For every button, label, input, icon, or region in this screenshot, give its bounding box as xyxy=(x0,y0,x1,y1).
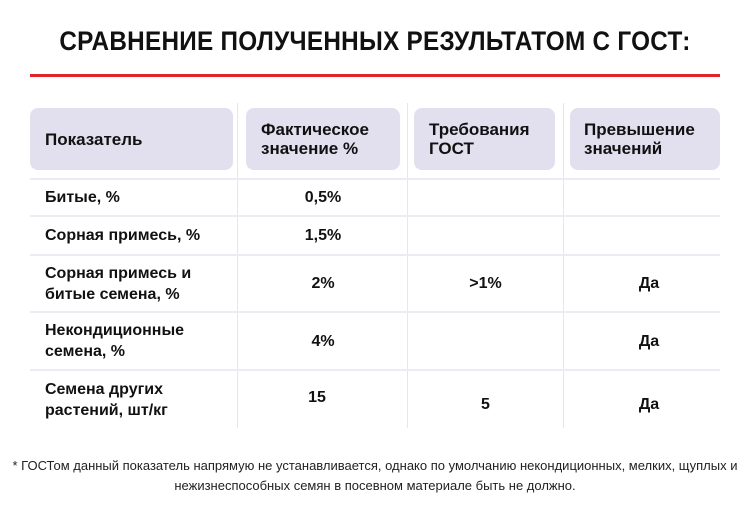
row-divider xyxy=(30,369,720,371)
title-divider xyxy=(30,74,720,77)
row-divider xyxy=(30,254,720,256)
row-gost: 5 xyxy=(481,395,490,413)
row-divider xyxy=(30,311,720,313)
row-actual: 0,5% xyxy=(304,189,342,206)
row-divider xyxy=(30,178,720,180)
page-title: СРАВНЕНИЕ ПОЛУЧЕННЫХ РЕЗУЛЬТАТОМ С ГОСТ: xyxy=(59,26,691,56)
header-actual: Фактическое значение % xyxy=(246,108,400,170)
row-label: Сорная примесь, % xyxy=(45,227,201,244)
row-actual: 15 xyxy=(308,388,326,406)
row-actual: 1,5% xyxy=(304,227,342,244)
header-exceed: Превышение значений xyxy=(570,108,720,170)
header-indicator: Показатель xyxy=(30,108,233,170)
footnote: * ГОСТом данный показатель напрямую не у… xyxy=(12,458,738,493)
column-divider xyxy=(237,103,238,428)
row-actual: 2% xyxy=(311,275,335,292)
row-label: Семена других растений, шт/кг xyxy=(45,381,168,419)
row-exceed: Да xyxy=(638,395,660,413)
row-label: Битые, % xyxy=(45,189,120,206)
row-gost: >1% xyxy=(469,275,502,292)
row-label: Некондиционные семена, % xyxy=(45,322,185,360)
row-actual: 4% xyxy=(311,332,335,350)
row-exceed: Да xyxy=(638,275,660,292)
row-exceed: Да xyxy=(638,332,660,350)
header-gost: Требования ГОСТ xyxy=(414,108,555,170)
row-divider xyxy=(30,215,720,217)
row-label: Сорная примесь и битые семена, % xyxy=(45,264,192,303)
column-divider xyxy=(563,103,564,428)
column-divider xyxy=(407,103,408,428)
